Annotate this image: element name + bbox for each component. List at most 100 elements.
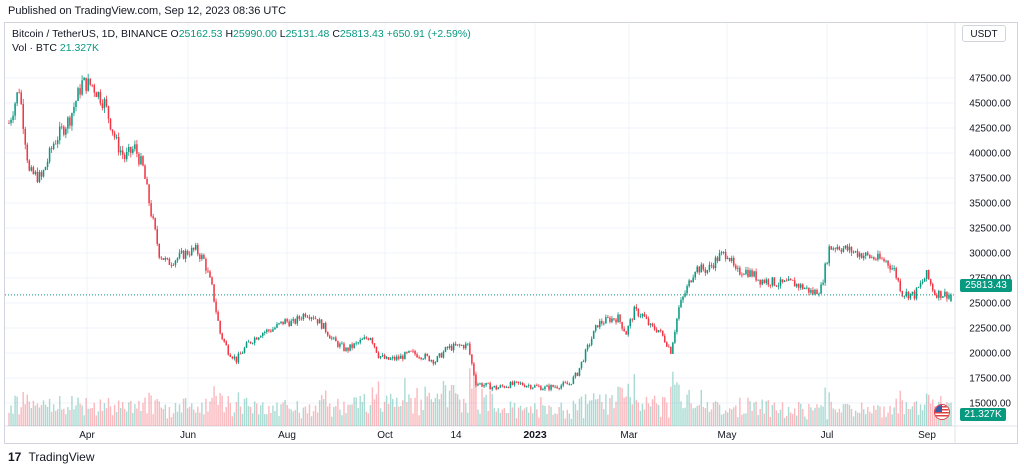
volume-bar: [676, 382, 678, 426]
volume-bar: [316, 412, 319, 426]
currency-button[interactable]: USDT: [962, 25, 1006, 42]
candle-body: [8, 123, 10, 124]
volume-bar: [913, 402, 916, 426]
candle-body: [948, 294, 950, 299]
candle-body: [749, 270, 751, 277]
candle-body: [631, 319, 634, 321]
candle-body: [901, 291, 904, 297]
volume-bar: [469, 368, 471, 426]
candle-body: [704, 269, 707, 273]
close-label: C: [332, 28, 340, 40]
candle-body: [266, 329, 268, 332]
volume-label[interactable]: Vol · BTC: [12, 42, 57, 54]
candle-body: [298, 316, 301, 319]
volume-bar: [44, 404, 47, 426]
candle-body: [239, 353, 242, 355]
candle-body: [395, 356, 398, 360]
candle-body: [726, 258, 729, 259]
candle-body: [369, 338, 372, 340]
volume-bar: [412, 413, 414, 426]
volume-bar: [140, 411, 142, 426]
candle-body: [326, 331, 329, 336]
volume-bar: [568, 413, 571, 426]
volume-bar: [517, 407, 520, 426]
candle-body: [418, 357, 420, 359]
candle-body: [339, 343, 341, 347]
candle-body: [566, 382, 569, 385]
volume-bar: [40, 404, 43, 426]
volume-bar: [213, 386, 215, 426]
candle-body: [495, 385, 498, 390]
volume-bar: [475, 371, 477, 426]
volume-bar: [158, 401, 160, 426]
volume-bar: [714, 401, 717, 426]
volume-bar: [268, 405, 270, 426]
volume-bar: [12, 413, 14, 426]
volume-bar: [8, 412, 10, 426]
candle-body: [497, 387, 500, 390]
candle-body: [229, 354, 232, 357]
volume-bar: [50, 411, 53, 426]
candle-body: [702, 264, 705, 270]
volume-bar: [739, 397, 741, 426]
candle-body: [469, 343, 471, 355]
volume-bar: [154, 400, 156, 426]
candle-body: [635, 306, 638, 309]
candle-body: [816, 289, 818, 295]
us-flag-icon[interactable]: [934, 404, 950, 420]
candle-body: [657, 330, 660, 333]
price-chart[interactable]: 47500.00 45000.00 42500.00 40000.00 37500.00…: [5, 23, 1017, 443]
candle-body: [889, 265, 891, 270]
volume-bar: [121, 402, 124, 426]
candle-body: [81, 80, 83, 95]
volume-bar: [361, 401, 363, 426]
volume-legend: Vol · BTC 21.327K: [12, 42, 99, 54]
candle-body: [168, 258, 171, 265]
volume-bar: [36, 403, 39, 426]
volume-bar: [651, 399, 654, 426]
volume-bar: [871, 413, 873, 426]
candle-body: [564, 382, 567, 384]
candle-body: [12, 115, 14, 121]
volume-bar: [834, 409, 836, 426]
volume-bar: [682, 408, 684, 426]
candle-body: [832, 248, 835, 250]
candle-body: [308, 317, 311, 319]
volume-bar: [923, 404, 926, 426]
volume-bar: [862, 409, 865, 426]
candle-body: [779, 279, 782, 286]
volume-bar: [895, 398, 897, 426]
volume-bar: [645, 396, 648, 426]
volume-bar: [418, 415, 420, 426]
candle-body: [879, 253, 881, 259]
candle-body: [728, 258, 731, 261]
volume-bar: [548, 405, 550, 426]
volume-bar: [99, 399, 102, 426]
y-tick-label: 40000.00: [969, 149, 1011, 160]
candle-body: [381, 355, 384, 357]
volume-bar: [731, 409, 733, 426]
candle-body: [735, 265, 737, 269]
volume-bar: [777, 413, 780, 426]
candle-body: [292, 319, 294, 321]
chart-pane[interactable]: 47500.00 45000.00 42500.00 40000.00 37500.00…: [4, 22, 1018, 444]
volume-bar: [493, 408, 495, 426]
volume-bar: [52, 404, 55, 426]
symbol-name[interactable]: Bitcoin / TetherUS, 1D, BINANCE: [12, 28, 168, 40]
candle-body: [529, 385, 532, 389]
volume-bar: [534, 403, 536, 426]
candle-body: [233, 356, 236, 359]
candle-body: [574, 372, 577, 377]
candle-body: [219, 320, 221, 334]
candle-body: [343, 343, 345, 351]
candle-body: [209, 271, 211, 278]
volume-bar: [46, 406, 49, 426]
volume-bar: [729, 408, 731, 426]
volume-bar: [383, 401, 386, 426]
candle-body: [706, 270, 709, 273]
volume-bar: [243, 398, 246, 426]
candle-body: [119, 150, 122, 153]
volume-bar: [258, 414, 260, 426]
footer-brand[interactable]: 17 TradingView: [8, 450, 95, 464]
volume-bar: [103, 403, 106, 426]
